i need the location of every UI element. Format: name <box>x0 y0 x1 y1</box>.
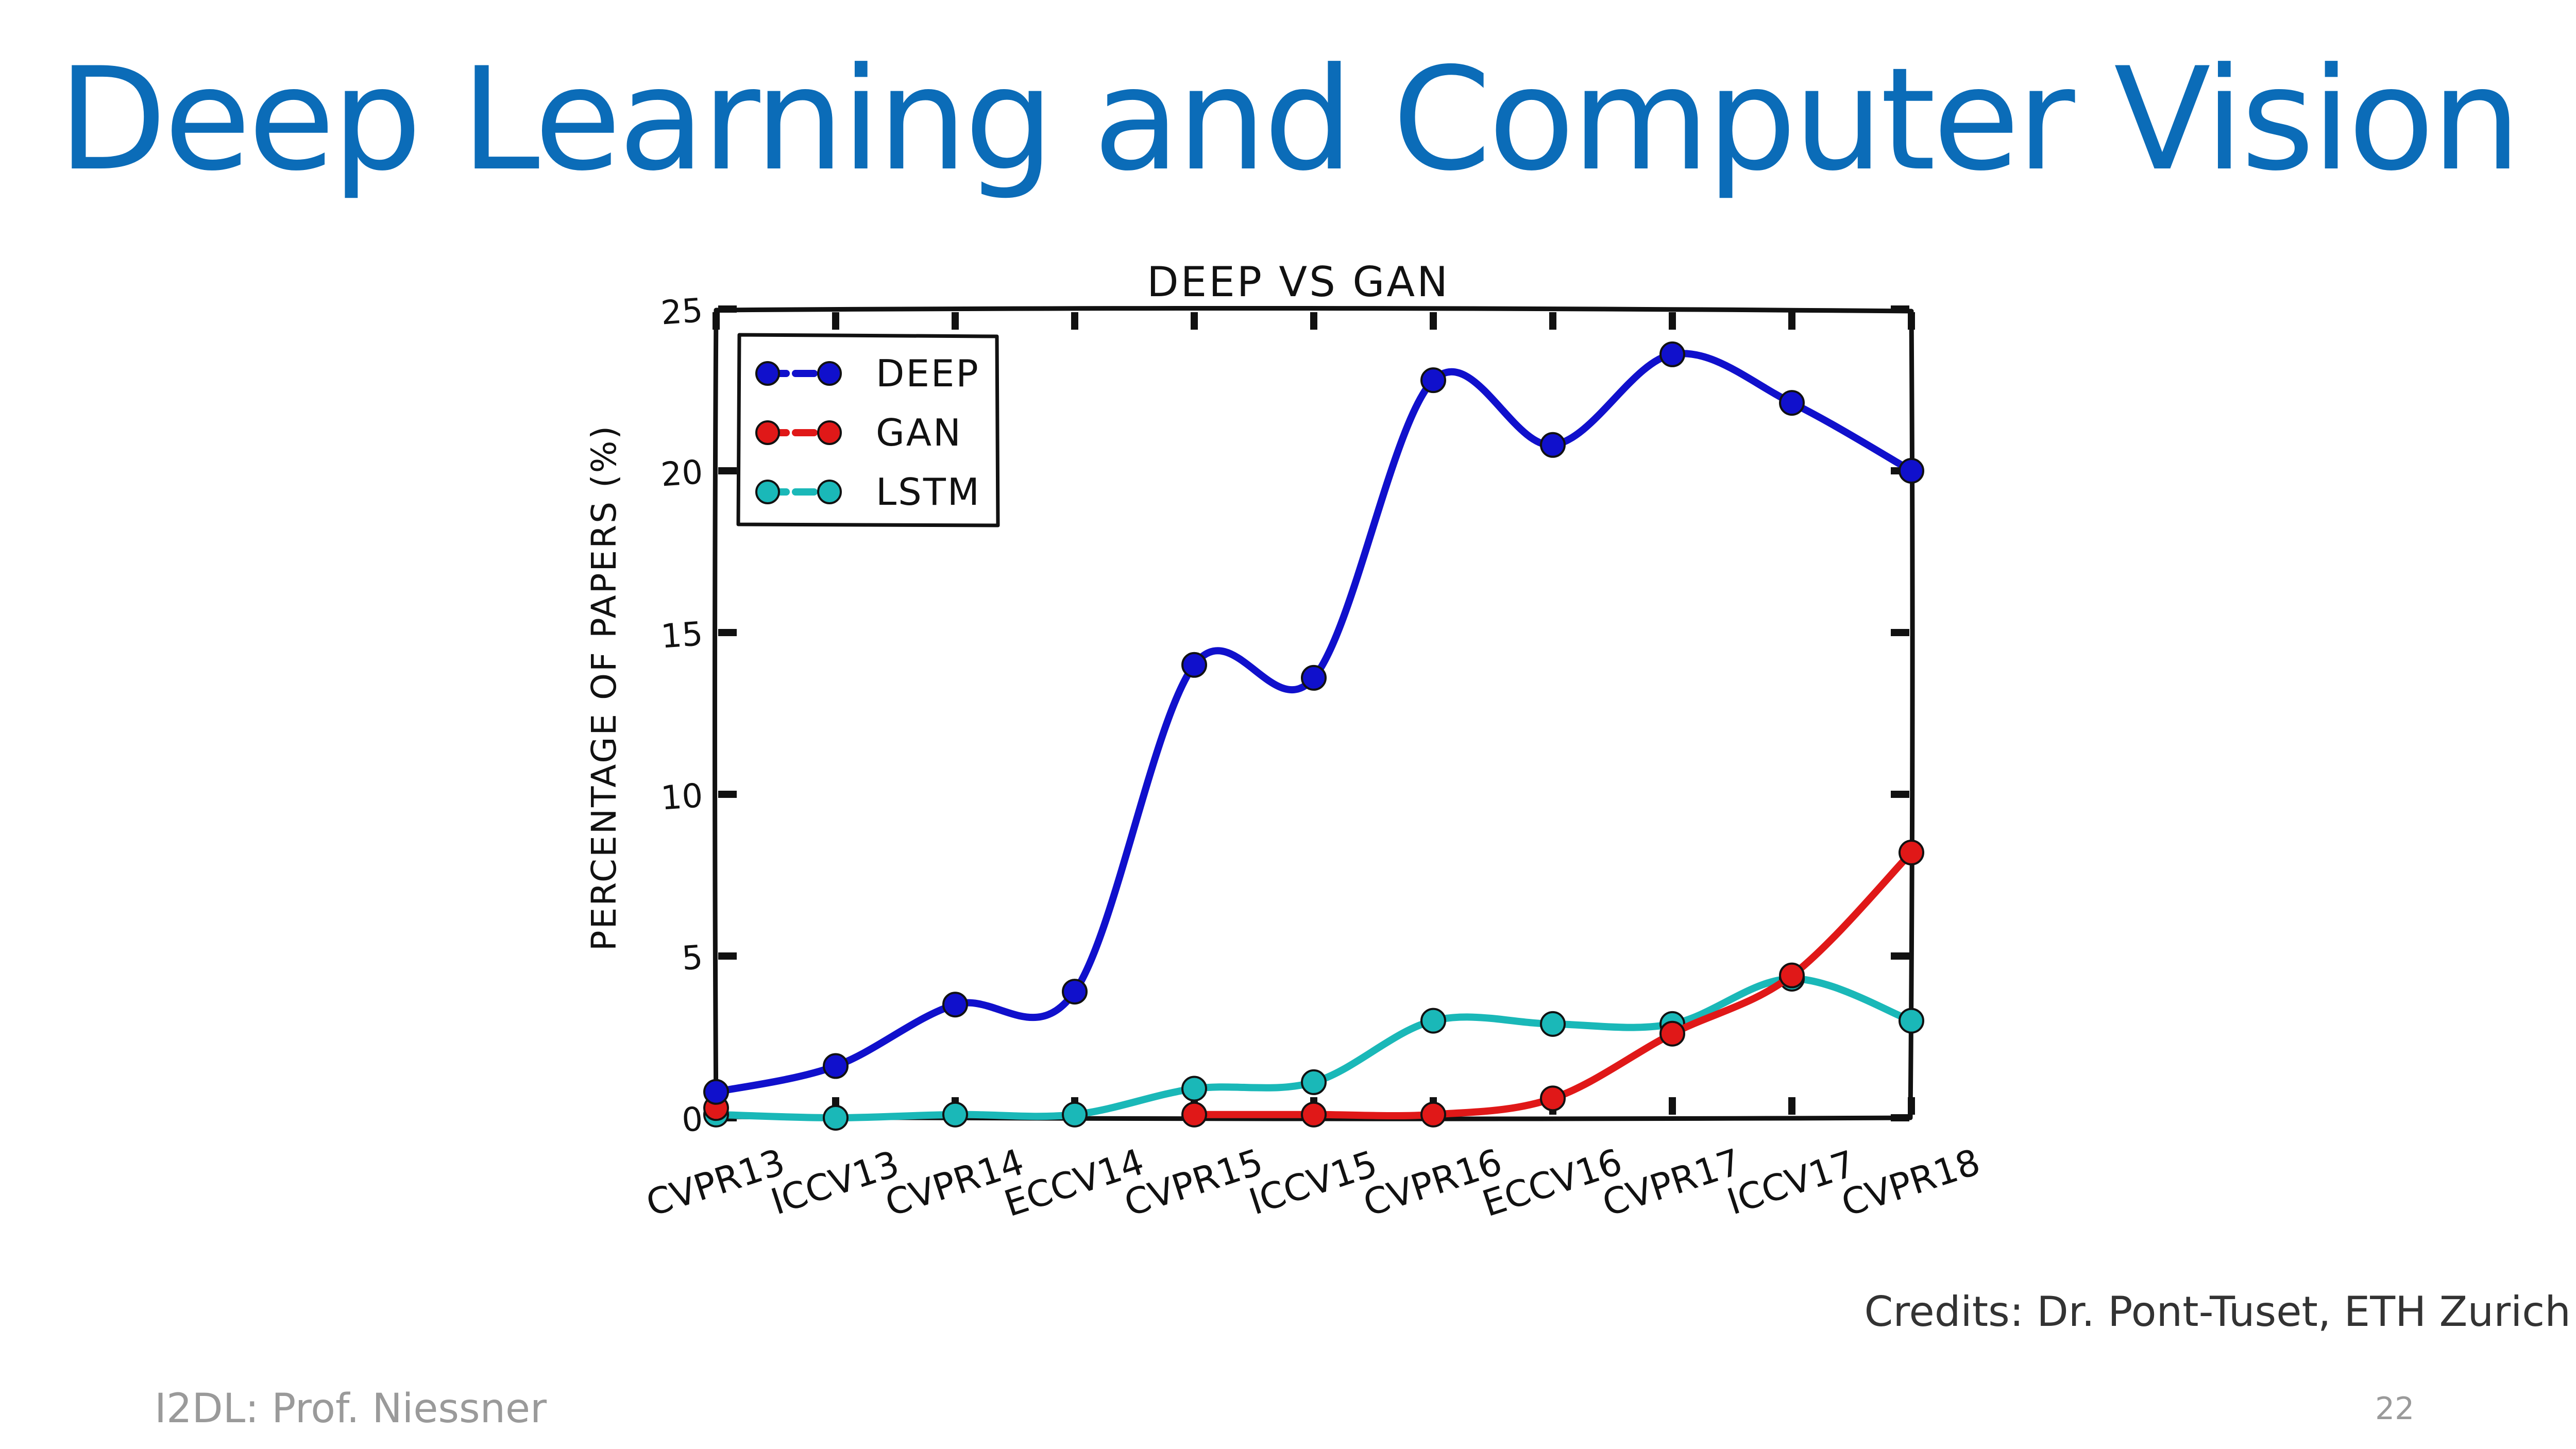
x-tick-label: ICCV17 <box>1722 1143 1860 1223</box>
legend-deep-marker <box>755 361 780 386</box>
y-tick-label: 10 <box>659 777 704 818</box>
gan-series-line <box>1191 849 1915 1120</box>
legend-lstm-marker <box>817 480 842 504</box>
page-number: 22 <box>2375 1391 2415 1427</box>
x-tick-top <box>1549 312 1556 330</box>
footer-author: I2DL: Prof. Niessner <box>155 1386 547 1432</box>
lstm-series-line <box>713 975 1915 1121</box>
x-tick-bottom <box>1669 1097 1676 1115</box>
lstm-point <box>1062 1101 1088 1128</box>
x-tick-top <box>952 312 959 330</box>
y-tick-right <box>1891 791 1909 798</box>
y-tick-right <box>1891 305 1909 313</box>
x-tick-top <box>1310 312 1317 330</box>
x-tick-top <box>832 312 839 330</box>
y-tick-label: 25 <box>659 292 704 333</box>
y-tick-left <box>718 305 737 313</box>
legend-deep-label: DEEP <box>876 352 980 395</box>
chart-title: DEEP VS GAN <box>1147 258 1450 306</box>
y-tick-right <box>1891 629 1909 636</box>
y-tick-right <box>1891 952 1909 960</box>
plot-frame <box>713 305 1915 1121</box>
y-tick-left <box>718 629 737 636</box>
lstm-point <box>1899 1008 1924 1034</box>
lstm-point <box>823 1105 849 1131</box>
y-tick-right <box>1891 1114 1909 1121</box>
legend-lstm-label: LSTM <box>876 470 981 514</box>
legend-lstm-marker <box>755 480 780 504</box>
x-tick-top <box>713 312 720 330</box>
lstm-point <box>1540 1011 1566 1037</box>
deep-point <box>1899 458 1924 484</box>
legend: DEEP GAN LSTM <box>736 333 1000 527</box>
legend-gan-marker <box>817 420 842 445</box>
x-tick-top <box>1908 312 1915 330</box>
lstm-point <box>1181 1076 1207 1102</box>
deep-point <box>1062 979 1088 1005</box>
line-chart-svg: 0 5 10 15 20 25 DEEP VS GAN PERCENTAGE OF PAPER… <box>584 258 1985 1225</box>
x-tick-label: CVPR18 <box>1837 1140 1985 1224</box>
legend-deep-marker <box>817 361 842 386</box>
lstm-point <box>942 1101 968 1128</box>
y-tick-label: 5 <box>681 939 704 978</box>
x-tick-top <box>1669 312 1676 330</box>
y-tick-left <box>718 467 737 474</box>
lstm-point <box>1420 1008 1446 1034</box>
x-tick-top <box>1071 312 1078 330</box>
slide-title: Deep Learning and Computer Vision <box>58 37 2521 202</box>
deep-point <box>703 1079 729 1105</box>
x-tick-top <box>1788 312 1795 330</box>
gan-point <box>1420 1101 1446 1128</box>
deep-point <box>1301 664 1327 691</box>
gan-point <box>1779 962 1805 988</box>
deep-point <box>1779 390 1805 416</box>
y-tick-label: 15 <box>659 615 704 656</box>
gan-point <box>1659 1020 1685 1047</box>
credits-text: Credits: Dr. Pont-Tuset, ETH Zurich <box>1864 1288 2571 1336</box>
deep-point <box>1540 432 1566 458</box>
deep-point <box>1420 367 1446 394</box>
x-tick-bottom <box>1788 1097 1795 1115</box>
x-tick-label: ICCV15 <box>1244 1143 1382 1223</box>
legend-box <box>736 333 1000 527</box>
deep-point <box>942 992 968 1018</box>
y-tick-left <box>718 791 737 798</box>
gan-point <box>1181 1101 1207 1128</box>
chart: 0 5 10 15 20 25 DEEP VS GAN PERCENTAGE OF PAPER… <box>567 242 2030 1252</box>
deep-point <box>1659 341 1685 367</box>
legend-gan-marker <box>755 420 780 445</box>
y-tick-label: 20 <box>659 453 704 495</box>
x-tick-top <box>1191 312 1198 330</box>
x-tick-bottom <box>1908 1097 1915 1115</box>
deep-point <box>823 1053 849 1079</box>
x-tick-label: ICCV13 <box>766 1143 904 1223</box>
gan-point <box>1301 1101 1327 1128</box>
lstm-point <box>1301 1069 1327 1095</box>
y-tick-label: 0 <box>681 1100 704 1140</box>
x-tick-top <box>1430 312 1437 330</box>
y-tick-left <box>718 952 737 960</box>
legend-gan-label: GAN <box>876 411 962 454</box>
y-axis-label: PERCENTAGE OF PAPERS (%) <box>584 424 624 951</box>
gan-point <box>1899 840 1924 866</box>
series-layer <box>703 341 1924 1131</box>
gan-point <box>1540 1085 1566 1112</box>
deep-point <box>1181 652 1207 678</box>
